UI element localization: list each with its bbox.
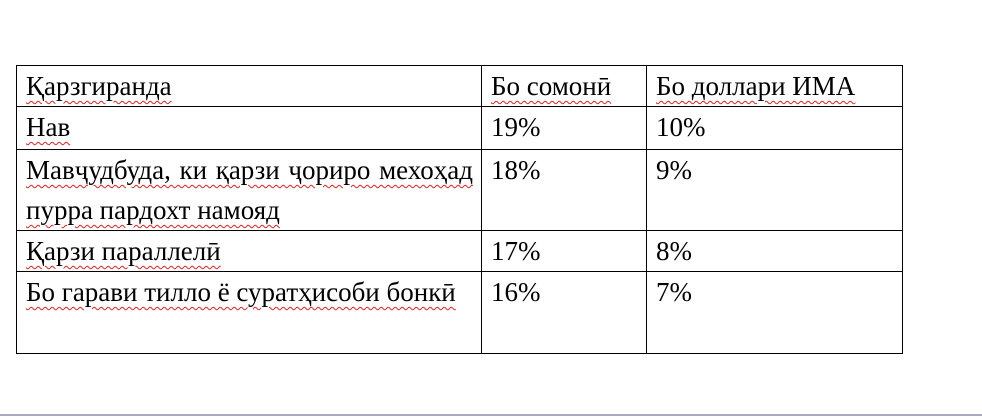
cell-usd: 7%: [646, 271, 903, 354]
cell-borrower: Нав: [16, 106, 482, 150]
cell-somoni: 17%: [481, 230, 647, 272]
header-somoni: Бо сомонӣ: [481, 65, 647, 107]
page-divider: [0, 414, 982, 416]
header-text: Бо доллари ИМА: [656, 71, 856, 101]
header-text: Бо сомонӣ: [491, 71, 612, 101]
cell-usd: 9%: [646, 149, 903, 231]
table-row: Мавҷудбуда, ки қарзи ҷориро мехоҳад пурр…: [16, 149, 903, 231]
cell-text: Мавҷудбуда, ки қарзи ҷориро мехоҳад пурр…: [26, 155, 473, 225]
header-borrower: Қарзгиранда: [16, 65, 482, 107]
cell-usd: 8%: [646, 230, 903, 272]
cell-text: Қарзи параллелӣ: [26, 236, 221, 266]
header-text: Қарзгиранда: [26, 71, 172, 101]
cell-borrower: Бо гарави тилло ё суратҳисоби бонкӣ: [16, 271, 482, 354]
table-header-row: Қарзгиранда Бо сомонӣ Бо доллари ИМА: [16, 65, 903, 107]
cell-text: Нав: [26, 112, 71, 142]
cell-somoni: 16%: [481, 271, 647, 354]
cell-usd: 10%: [646, 106, 903, 150]
cell-borrower: Мавҷудбуда, ки қарзи ҷориро мехоҳад пурр…: [16, 149, 482, 231]
cell-borrower: Қарзи параллелӣ: [16, 230, 482, 272]
table-row: Қарзи параллелӣ 17% 8%: [16, 230, 903, 272]
table-row: Бо гарави тилло ё суратҳисоби бонкӣ 16% …: [16, 271, 903, 354]
cell-somoni: 19%: [481, 106, 647, 150]
header-usd: Бо доллари ИМА: [646, 65, 903, 107]
cell-somoni: 18%: [481, 149, 647, 231]
cell-text: Бо гарави тилло ё суратҳисоби бонкӣ: [26, 277, 456, 307]
interest-rate-table: Қарзгиранда Бо сомонӣ Бо доллари ИМА Нав…: [16, 65, 903, 354]
table-row: Нав 19% 10%: [16, 106, 903, 150]
